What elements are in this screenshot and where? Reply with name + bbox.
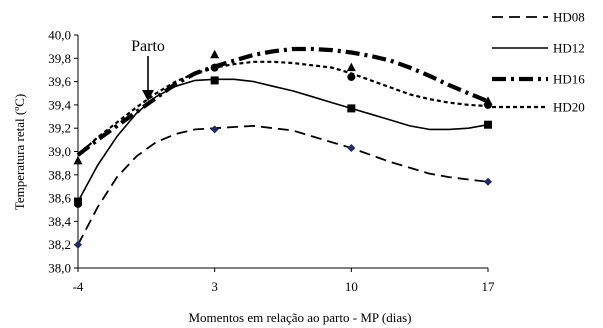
data-point-hd20 xyxy=(74,199,82,208)
data-point-hd20 xyxy=(484,100,492,109)
axes xyxy=(77,35,488,269)
x-tick-label: 17 xyxy=(482,279,496,294)
series-line-hd08 xyxy=(77,125,489,246)
data-point-hd12 xyxy=(210,76,219,85)
y-tick-label: 39,8 xyxy=(48,51,71,66)
legend-label-hd20: HD20 xyxy=(553,100,585,115)
y-tick-label: 39,2 xyxy=(48,121,71,136)
series-hd20 xyxy=(74,60,492,208)
y-tick-label: 39,6 xyxy=(48,74,71,89)
legend: HD08 HD12 HD16 HD20 xyxy=(492,10,585,115)
series-line-hd20 xyxy=(77,60,489,156)
legend-label-hd08: HD08 xyxy=(553,10,585,25)
parto-arrow-head xyxy=(142,90,154,101)
series-group xyxy=(73,46,493,249)
series-hd12 xyxy=(74,76,492,206)
parto-label: Parto xyxy=(131,38,165,55)
series-hd08 xyxy=(74,125,492,249)
y-tick-label: 38,2 xyxy=(48,237,71,252)
data-point-hd08 xyxy=(484,177,492,186)
y-tick-label: 38,4 xyxy=(48,214,71,229)
x-axis-title: Momentos em relação ao parto - MP (dias) xyxy=(189,310,412,325)
data-point-hd08 xyxy=(210,125,219,134)
y-tick-label: 39,4 xyxy=(48,97,71,112)
x-tick-label: 3 xyxy=(211,279,218,294)
legend-label-hd16: HD16 xyxy=(553,72,585,87)
x-ticks: -4 3 10 17 xyxy=(73,268,495,294)
parto-annotation: Parto xyxy=(131,38,165,101)
y-tick-label: 38,6 xyxy=(48,191,71,206)
legend-label-hd12: HD12 xyxy=(553,41,585,56)
data-point-hd08 xyxy=(74,240,82,249)
y-ticks: 38,0 38,2 38,4 38,6 38,8 39,0 39,2 39,4 39,6 39,8… xyxy=(48,28,78,276)
y-tick-label: 38,8 xyxy=(48,167,71,182)
y-tick-label: 39,0 xyxy=(48,144,71,159)
data-point-hd08 xyxy=(347,144,356,153)
y-axis-title: Temperatura retal (ºC) xyxy=(12,94,27,210)
y-tick-label: 40,0 xyxy=(48,28,71,43)
data-point-hd12 xyxy=(484,120,492,129)
series-hd16 xyxy=(73,46,493,165)
data-point-hd16 xyxy=(346,62,356,72)
data-point-hd16 xyxy=(73,155,83,165)
data-point-hd20 xyxy=(347,72,356,81)
data-point-hd16 xyxy=(210,49,220,59)
x-tick-label: -4 xyxy=(73,279,84,294)
series-line-hd16 xyxy=(76,46,489,157)
y-tick-label: 38,0 xyxy=(48,261,71,276)
data-point-hd12 xyxy=(347,104,356,113)
x-tick-label: 10 xyxy=(345,279,358,294)
data-point-hd20 xyxy=(210,63,219,72)
